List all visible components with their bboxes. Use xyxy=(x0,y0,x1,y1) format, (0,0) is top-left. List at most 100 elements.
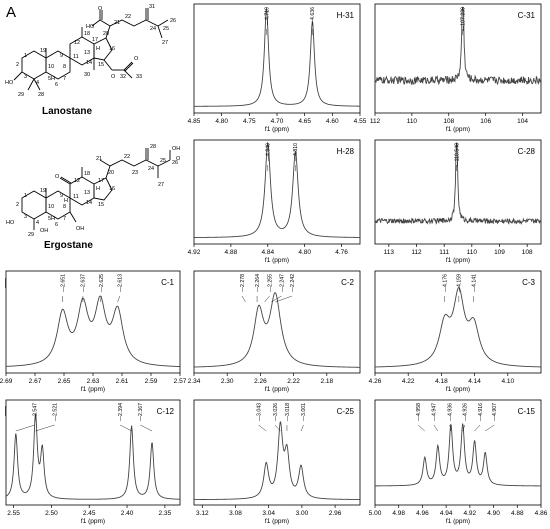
peak-leader xyxy=(300,424,304,432)
peak-leader xyxy=(241,295,246,303)
svg-text:O: O xyxy=(98,6,103,12)
x-tick-label: 2.34 xyxy=(188,378,201,385)
spectrum-label: C-12 xyxy=(157,407,175,416)
peak-label: —4.719 xyxy=(264,7,270,25)
x-tick-label: 110 xyxy=(407,118,418,125)
peak-label: —4.636 xyxy=(310,7,316,25)
svg-text:H: H xyxy=(51,216,55,222)
peak-leader xyxy=(120,424,132,432)
x-tick-label: 4.90 xyxy=(487,510,500,517)
peak-label: —3.001 xyxy=(301,403,307,421)
spectrum-label: C-3 xyxy=(522,278,535,287)
spectrum-trace xyxy=(194,141,360,238)
peak-label: —3.018 xyxy=(285,403,291,421)
peak-leader xyxy=(449,424,452,432)
svg-text:5: 5 xyxy=(48,216,51,222)
x-axis-label: f1 (ppm) xyxy=(446,386,470,393)
svg-text:9: 9 xyxy=(60,53,63,59)
x-tick-label: 112 xyxy=(411,249,422,256)
svg-text:13: 13 xyxy=(84,190,90,196)
svg-text:H: H xyxy=(64,198,68,204)
x-tick-label: 4.96 xyxy=(416,510,429,517)
x-tick-label: 3.00 xyxy=(296,510,309,517)
peak-label: —2.255 xyxy=(267,274,273,292)
svg-text:16: 16 xyxy=(109,186,115,192)
svg-text:16: 16 xyxy=(109,46,115,52)
peak-label: —110.548 xyxy=(454,143,460,167)
x-tick-label: 108 xyxy=(522,249,533,256)
x-axis-label: f1 (ppm) xyxy=(446,126,470,133)
spectrum-trace xyxy=(193,292,361,368)
svg-text:1: 1 xyxy=(24,53,27,59)
x-tick-label: 4.84 xyxy=(261,249,274,256)
peak-label: —4.916 xyxy=(478,403,484,421)
svg-text:2: 2 xyxy=(16,202,19,208)
peak-label: —2.242 xyxy=(290,274,296,292)
spectrum-label: C-15 xyxy=(518,407,536,416)
x-tick-label: 4.76 xyxy=(335,249,348,256)
spectrum-c31: 112 110 108 106 104 f1 (ppm) C-31 —107.239 xyxy=(370,3,542,133)
svg-text:12: 12 xyxy=(74,40,80,46)
svg-text:20: 20 xyxy=(103,31,109,37)
x-tick-label: 4.75 xyxy=(243,118,256,125)
spectrum-frame xyxy=(5,270,181,374)
x-tick-label: 110 xyxy=(467,249,478,256)
peak-leader xyxy=(474,424,481,432)
peak-label: —3.026 xyxy=(273,403,279,421)
svg-text:11: 11 xyxy=(73,194,79,200)
spectrum-label: H-28 xyxy=(337,147,355,156)
x-tick-label: 2.59 xyxy=(145,378,158,385)
ergostane-label: Ergostane xyxy=(44,240,93,251)
x-tick-label: 4.14 xyxy=(468,378,481,385)
svg-text:25: 25 xyxy=(163,26,169,32)
spectrum-label: C-31 xyxy=(518,11,536,20)
svg-text:6: 6 xyxy=(55,222,58,228)
svg-text:3: 3 xyxy=(24,214,27,220)
svg-text:10: 10 xyxy=(48,204,54,210)
x-tick-label: 4.80 xyxy=(215,118,228,125)
svg-text:24: 24 xyxy=(148,166,154,172)
peak-label: —2.367 xyxy=(138,403,144,421)
svg-text:HO: HO xyxy=(6,220,15,226)
x-tick-label: 2.18 xyxy=(320,378,333,385)
spectrum-trace xyxy=(193,8,361,107)
peak-label: —2.247 xyxy=(279,274,285,292)
spectrum-trace xyxy=(5,295,181,367)
x-tick-label: 112 xyxy=(370,118,381,125)
x-tick-label: 2.55 xyxy=(7,510,20,517)
svg-text:22: 22 xyxy=(125,14,131,20)
peak-leader xyxy=(100,295,102,303)
x-tick-label: 4.86 xyxy=(535,510,548,517)
x-axis-label: f1 (ppm) xyxy=(265,257,289,264)
spectrum-frame xyxy=(193,270,361,374)
x-tick-label: 4.18 xyxy=(435,378,448,385)
x-tick-label: 4.85 xyxy=(188,118,201,125)
svg-text:O: O xyxy=(55,174,60,180)
spectrum-frame xyxy=(374,3,542,114)
spectrum-trace xyxy=(374,142,542,225)
svg-text:17: 17 xyxy=(98,178,104,184)
peak-leader xyxy=(485,424,495,432)
peak-label: —2.625 xyxy=(99,274,105,292)
x-tick-label: 4.70 xyxy=(271,118,284,125)
svg-text:8: 8 xyxy=(63,64,66,70)
spectrum-c12: 2.55 2.50 2.45 2.40 2.35 f1 (ppm) C-12 —2.547 —2… xyxy=(5,399,181,525)
peak-label: —4.936 xyxy=(448,403,454,421)
svg-text:HO: HO xyxy=(5,80,14,86)
lanostane-label: Lanostane xyxy=(42,106,93,117)
peak-label: —2.651 xyxy=(61,274,67,292)
svg-text:28: 28 xyxy=(38,92,44,98)
spectrum-label: C-28 xyxy=(518,147,536,156)
svg-text:OH: OH xyxy=(76,226,84,232)
x-tick-label: 104 xyxy=(517,118,528,125)
svg-text:H: H xyxy=(96,46,100,52)
peak-label: —2.521 xyxy=(52,403,58,421)
x-tick-label: 4.88 xyxy=(511,510,524,517)
svg-text:19: 19 xyxy=(40,188,46,194)
x-tick-label: 2.67 xyxy=(29,378,42,385)
peak-leader xyxy=(258,424,267,432)
peak-leader xyxy=(417,424,425,432)
peak-label: —2.613 xyxy=(118,274,124,292)
peak-label: —4.958 xyxy=(416,403,422,421)
svg-text:13: 13 xyxy=(84,50,90,56)
